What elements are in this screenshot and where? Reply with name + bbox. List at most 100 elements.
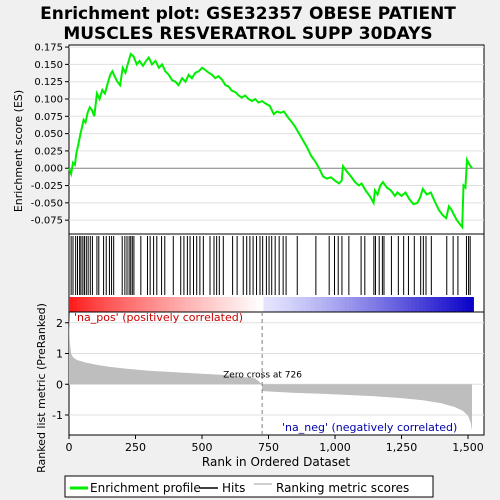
color-bar-segment [111,297,117,312]
color-bar-segment [142,297,148,312]
metric-x-tick-label: 500 [192,441,213,454]
color-bar-segment [407,297,412,312]
metric-x-tick-label: 1,000 [319,441,351,454]
color-bar-segment [220,297,226,312]
color-bar-segment [352,297,358,312]
color-bar-segment [411,297,416,312]
negative-correlation-label: 'na_neg' (negatively correlated) [282,421,457,434]
color-bar-segment [236,297,241,312]
color-bar-segment [275,297,280,312]
color-bar-segment [201,297,206,312]
metric-y-axis-label: Ranked list metric (PreRanked) [35,303,48,473]
color-bar-segment [146,297,152,312]
metric-y-tick-label: 2 [56,317,63,330]
color-bar-segment [376,297,381,312]
color-bar-segment [259,297,265,312]
es-y-tick-label: 0.125 [34,77,63,88]
color-bar-segment [395,297,401,312]
color-bar-segment [298,297,303,312]
color-bar-segment [317,297,323,312]
color-bar-segment [100,297,105,312]
es-y-tick-label: -0.075 [31,216,63,227]
color-bar-segment [267,297,272,312]
color-bar-segment [189,297,195,312]
metric-x-axis: 0 250 500 750 1,000 1,250 1,500 [66,435,484,454]
color-bar-segment [150,297,156,312]
metric-y-tick-label: 0 [56,378,63,391]
color-bar-segment [278,297,284,312]
zero-cross-label: Zero cross at 726 [223,370,302,380]
hit-marks [70,236,471,295]
color-bar-segment [450,297,455,312]
metric-x-axis-label: Rank in Ordered Dataset [202,455,350,469]
es-y-axis: -0.075 -0.050 -0.025 0.000 0.025 0.050 0.075 0.… [31,43,69,227]
color-bar-segment [457,297,463,312]
color-bar-segment [72,297,78,312]
color-bar-segment [345,297,350,312]
es-y-tick-label: 0.100 [34,95,63,106]
color-bar-segment [208,297,214,312]
color-bar-segment [107,297,113,312]
color-bar-segment [177,297,183,312]
color-bar-segment [438,297,443,312]
color-bar-segment [123,297,128,312]
color-bar-segment [465,297,471,312]
chart-title-line2: MUSCLES RESVERATROL SUPP 30DAYS [63,24,432,44]
color-bar-segment [403,297,408,312]
legend-label-enrichment: Enrichment profile [90,481,201,495]
color-bar-segment [333,297,338,312]
legend-label-ranking: Ranking metric scores [276,481,409,495]
chart-title-line1: Enrichment plot: GSE32357 OBESE PATIENT [40,4,456,24]
legend-box [64,475,434,498]
color-bar-segment [197,297,202,312]
color-bar-segment [469,297,474,312]
color-bar-segment [232,297,237,312]
color-bar-segment [181,297,187,312]
color-bar-segment [76,297,82,312]
color-bar-segment [360,297,366,312]
color-bar-segment [325,297,331,312]
color-bar-segment [368,297,373,312]
color-bar-segment [341,297,346,312]
es-y-tick-label: 0.150 [34,60,63,71]
color-bar-segment [434,297,439,312]
color-bar-segment [127,297,132,312]
es-panel: -0.075 -0.050 -0.025 0.000 0.025 0.050 0.075 0.… [12,43,485,235]
color-bar-segment [92,297,97,312]
metric-x-tick-label: 0 [66,441,73,454]
color-bar-segment [310,297,315,312]
es-grid [69,46,484,221]
legend: Enrichment profile Hits Ranking metric s… [64,475,434,498]
color-bar-segment [154,297,160,312]
color-bar-segment [391,297,397,312]
metric-y-tick-label: -1 [52,409,63,422]
color-bar-segment [103,297,109,312]
ranking-metric-area [69,313,472,431]
color-bar-segment [240,297,245,312]
metric-x-tick-label: 1,250 [386,441,418,454]
color-bar-segment [170,297,175,312]
es-y-tick-label: -0.025 [31,181,63,192]
color-bar-segment [356,297,362,312]
hits-panel [68,233,485,313]
color-bar-segment [271,297,276,312]
color-bar-segment [247,297,253,312]
color-bar-segment [383,297,389,312]
es-y-tick-label: 0.175 [34,43,63,54]
color-bar-segment [224,297,230,312]
color-bar-segment [286,297,292,312]
color-bar-segment [166,297,171,312]
color-bar-segment [294,297,299,312]
es-y-tick-label: 0.000 [34,164,63,175]
color-bar-segment [418,297,424,312]
color-bar-segment [313,297,319,312]
color-bar-segment [399,297,404,312]
color-bar-segment [426,297,432,312]
enrichment-profile-line [68,52,473,230]
color-bar-segment [387,297,393,312]
color-bar-segment [205,297,210,312]
color-bar-segment [302,297,307,312]
color-bar-segment [442,297,447,312]
color-bar-segment [80,297,86,312]
